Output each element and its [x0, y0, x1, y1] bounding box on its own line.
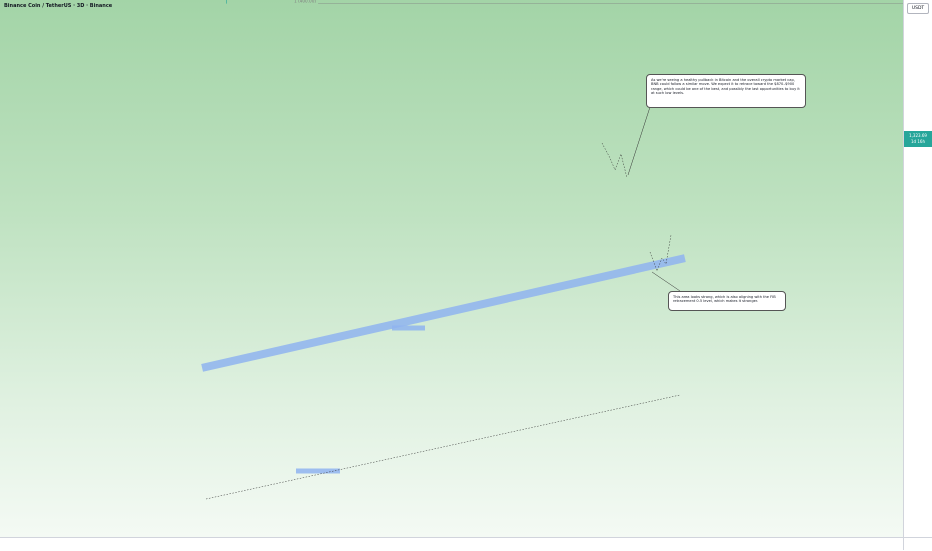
bar-countdown: 1d 16h [911, 138, 925, 144]
note-1-pointer [627, 106, 651, 176]
currency-badge[interactable]: USDT [907, 3, 929, 14]
price-axis[interactable] [903, 0, 932, 537]
projection-path-2 [649, 234, 672, 272]
channel-band [201, 254, 686, 372]
fib-level-label: 1 (400.00) [294, 0, 316, 3]
lower-trendline [205, 394, 681, 500]
projection-path-1 [601, 142, 628, 179]
axis-corner [903, 537, 932, 550]
last-price-tag: 1,323.69 1d 16h [904, 131, 932, 147]
annotation-note-1[interactable]: As we're seeing a healthy pullback in Bi… [646, 74, 806, 108]
last-price-value: 1,323.69 [909, 133, 927, 138]
time-axis[interactable] [0, 537, 903, 551]
symbol-title: Binance Coin / TetherUS · 3D · Binance [4, 3, 113, 9]
note-2-pointer [651, 271, 681, 292]
annotation-note-2[interactable]: This area looks strong, which is also al… [668, 291, 786, 311]
